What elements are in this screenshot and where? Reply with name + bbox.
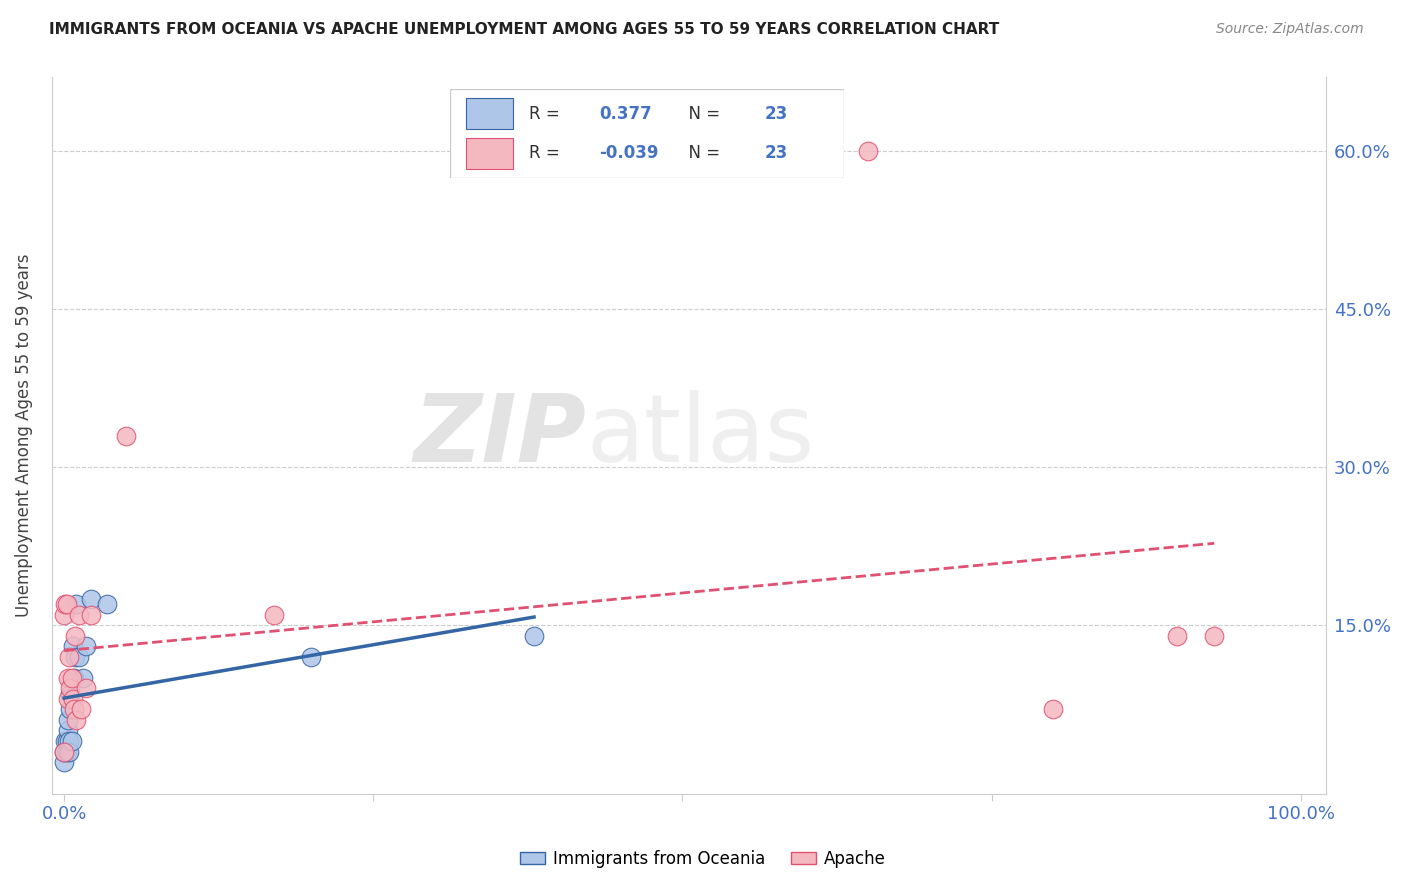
- Point: [263, 607, 285, 622]
- Point: [63, 702, 86, 716]
- Point: [1204, 629, 1226, 643]
- Point: [58, 745, 80, 759]
- Point: [67, 607, 90, 622]
- Point: [70, 702, 93, 716]
- Point: [63, 671, 86, 685]
- Text: R =: R =: [529, 145, 565, 162]
- Point: [55, 745, 77, 759]
- Point: [96, 597, 118, 611]
- Point: [1042, 702, 1064, 716]
- Text: N =: N =: [678, 105, 725, 123]
- Point: [55, 734, 77, 748]
- Point: [75, 639, 97, 653]
- Legend: Immigrants from Oceania, Apache: Immigrants from Oceania, Apache: [513, 844, 893, 875]
- Point: [65, 649, 87, 664]
- Point: [53, 734, 76, 748]
- Point: [62, 639, 84, 653]
- Point: [72, 671, 94, 685]
- Text: 23: 23: [765, 105, 789, 123]
- Point: [67, 649, 90, 664]
- FancyBboxPatch shape: [465, 138, 513, 169]
- FancyBboxPatch shape: [450, 89, 844, 178]
- Point: [301, 649, 323, 664]
- Text: R =: R =: [529, 105, 565, 123]
- Text: 23: 23: [765, 145, 789, 162]
- Point: [58, 734, 80, 748]
- Point: [53, 755, 76, 769]
- Point: [53, 745, 76, 759]
- Point: [115, 428, 138, 442]
- Point: [62, 691, 84, 706]
- Point: [53, 745, 76, 759]
- Point: [65, 713, 87, 727]
- Point: [56, 671, 79, 685]
- Point: [60, 671, 83, 685]
- Point: [53, 607, 76, 622]
- Point: [53, 597, 76, 611]
- Y-axis label: Unemployment Among Ages 55 to 59 years: Unemployment Among Ages 55 to 59 years: [15, 254, 32, 617]
- Point: [65, 597, 87, 611]
- Point: [59, 687, 82, 701]
- Point: [60, 734, 83, 748]
- Point: [58, 649, 80, 664]
- Text: -0.039: -0.039: [599, 145, 659, 162]
- Point: [80, 607, 103, 622]
- Point: [75, 681, 97, 696]
- Point: [56, 713, 79, 727]
- Point: [523, 629, 546, 643]
- Text: atlas: atlas: [586, 390, 815, 482]
- Point: [1166, 629, 1188, 643]
- Text: ZIP: ZIP: [413, 390, 586, 482]
- Point: [55, 597, 77, 611]
- Text: 0.377: 0.377: [599, 105, 652, 123]
- Text: N =: N =: [678, 145, 725, 162]
- Point: [65, 629, 87, 643]
- FancyBboxPatch shape: [465, 98, 513, 129]
- Text: Source: ZipAtlas.com: Source: ZipAtlas.com: [1216, 22, 1364, 37]
- Point: [56, 691, 79, 706]
- Point: [59, 681, 82, 696]
- Point: [856, 144, 879, 158]
- Point: [80, 591, 103, 606]
- Point: [59, 702, 82, 716]
- Text: IMMIGRANTS FROM OCEANIA VS APACHE UNEMPLOYMENT AMONG AGES 55 TO 59 YEARS CORRELA: IMMIGRANTS FROM OCEANIA VS APACHE UNEMPL…: [49, 22, 1000, 37]
- Point: [56, 723, 79, 738]
